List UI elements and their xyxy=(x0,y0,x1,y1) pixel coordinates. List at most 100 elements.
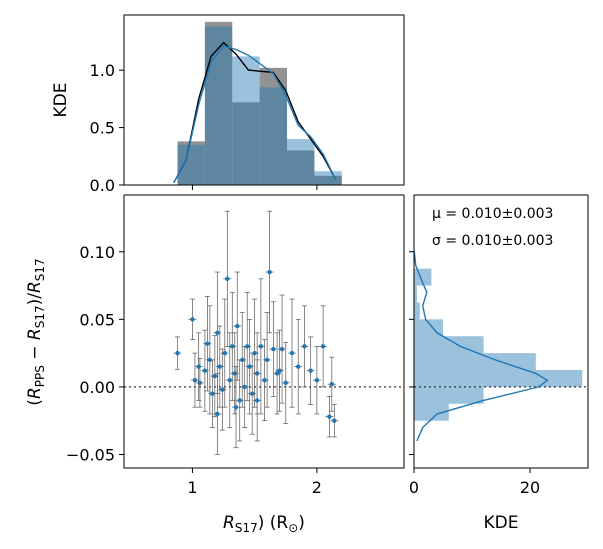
scatter-marker xyxy=(220,387,225,392)
scatter-point xyxy=(327,356,336,412)
main-x-tick-label: 1 xyxy=(187,478,197,497)
scatter-point xyxy=(325,396,334,438)
scatter-marker xyxy=(192,377,198,383)
scatter-point xyxy=(203,296,212,392)
scatter-point xyxy=(319,305,328,388)
mu-annotation: μ = 0.010±0.003 xyxy=(432,206,553,222)
scatter-marker xyxy=(271,346,276,352)
scatter-point xyxy=(220,298,229,408)
right-x-ticks: 0 20 xyxy=(409,468,540,497)
scatter-point xyxy=(230,332,239,415)
scatter-marker xyxy=(262,377,267,383)
top-y-axis-label: KDE xyxy=(51,83,71,118)
scatter-marker xyxy=(215,330,220,336)
scatter-point xyxy=(223,210,232,347)
scatter-marker xyxy=(264,357,270,363)
scatter-point xyxy=(275,329,284,412)
main-y-axis-label: (RPPS − RS17)/RS17 xyxy=(25,258,47,405)
scatter-point xyxy=(263,312,272,408)
top-hist-bar-blue xyxy=(287,139,315,185)
main-x-axis-label: RS17) (R⊙) xyxy=(223,513,305,535)
scatter-marker xyxy=(190,317,195,322)
scatter-marker xyxy=(240,357,245,363)
top-y-tick-label: 1.0 xyxy=(90,61,115,80)
main-x-tick-label: 2 xyxy=(312,478,322,497)
main-y-tick-label: −0.05 xyxy=(66,445,115,464)
scatter-marker xyxy=(283,380,288,386)
sigma-annotation: σ = 0.010±0.003 xyxy=(432,233,553,249)
scatter-marker xyxy=(245,344,250,349)
scatter-point xyxy=(213,373,222,455)
top-hist-bar-blue xyxy=(232,56,260,186)
top-hist-bar-gray xyxy=(314,175,342,185)
scatter-point xyxy=(215,325,224,408)
top-hist-bar-blue xyxy=(259,87,288,185)
scatter-point xyxy=(281,341,290,424)
scatter-point xyxy=(208,359,217,428)
right-hist-bar xyxy=(414,370,583,387)
scatter-marker xyxy=(277,368,282,373)
top-hist-bar-gray xyxy=(232,102,260,185)
right-kde-line xyxy=(413,251,549,442)
right-x-axis-label: KDE xyxy=(484,513,519,533)
right-hist-bar xyxy=(414,386,484,404)
scatter-point xyxy=(173,336,182,370)
top-y-tick-label: 0.0 xyxy=(90,176,115,195)
right-hist-bar xyxy=(414,302,420,320)
top-panel-frame xyxy=(123,14,405,186)
scatter-marker xyxy=(289,350,295,356)
main-y-tick-label: 0.00 xyxy=(79,378,115,397)
scatter-point xyxy=(330,404,339,438)
right-hist-bar xyxy=(414,336,484,354)
scatter-point xyxy=(194,332,203,401)
scatter-marker xyxy=(202,368,208,373)
scatter-point xyxy=(269,301,278,397)
top-hist-bar-blue xyxy=(177,144,205,185)
scatter-marker xyxy=(242,384,247,390)
scatter-marker xyxy=(215,411,220,417)
scatter-marker xyxy=(267,269,272,275)
scatter-point xyxy=(188,298,197,340)
top-hist-bar-blue xyxy=(204,26,233,186)
scatter-point xyxy=(253,359,262,442)
scatter-point xyxy=(232,366,240,449)
right-marginal-panel: 0 20 KDE μ = 0.010±0.003 σ = 0.010±0.003 xyxy=(409,194,589,533)
right-hist-bar xyxy=(414,353,536,371)
scatter-marker xyxy=(258,344,264,349)
right-panel-frame xyxy=(413,194,589,469)
right-hist-bar xyxy=(414,403,449,421)
scatter-point xyxy=(233,271,242,381)
scatter-point xyxy=(250,298,259,408)
scatter-marker xyxy=(230,344,235,349)
scatter-marker xyxy=(210,391,215,396)
scatter-marker xyxy=(329,382,335,387)
scatter-marker xyxy=(332,418,337,423)
right-x-tick-label: 0 xyxy=(409,478,419,497)
scatter-point xyxy=(312,346,321,415)
scatter-point xyxy=(306,336,315,405)
scatter-point xyxy=(248,352,257,435)
top-hist-bar-gray xyxy=(259,67,288,185)
scatter-marker xyxy=(296,364,301,369)
main-y-tick-label: 0.05 xyxy=(79,310,115,329)
scatter-marker xyxy=(227,377,232,383)
scatter-point xyxy=(256,278,265,415)
scatter-marker xyxy=(308,368,313,373)
scatter-marker xyxy=(249,391,255,396)
top-histogram xyxy=(177,21,342,186)
scatter-marker xyxy=(279,346,285,352)
scatter-marker xyxy=(254,398,260,403)
top-kde-line-gray xyxy=(173,41,337,184)
scatter-marker xyxy=(320,344,326,349)
main-y-ticks: −0.05 0.00 0.05 0.10 xyxy=(66,243,124,464)
top-hist-bar-gray xyxy=(287,150,315,185)
top-x-ticks xyxy=(191,185,318,190)
scatter-point xyxy=(288,298,296,408)
right-hist-bar xyxy=(414,285,417,303)
scatter-point xyxy=(265,210,274,334)
scatter-marker xyxy=(212,373,218,379)
top-hist-bar-gray xyxy=(177,141,205,185)
scatter-marker xyxy=(196,364,201,369)
main-panel-frame xyxy=(123,194,405,469)
